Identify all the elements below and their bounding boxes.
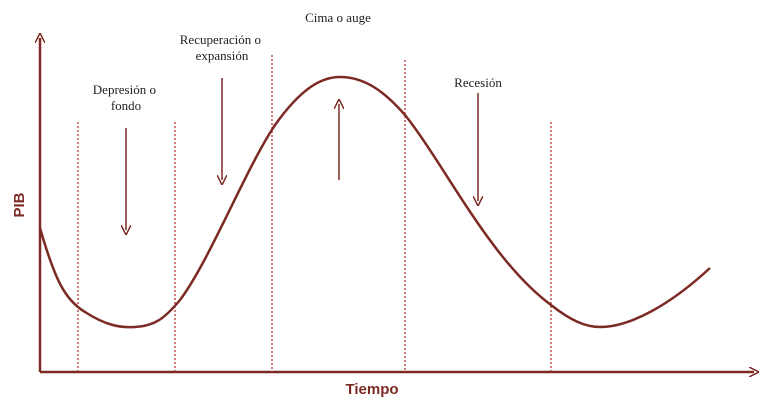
phase-label: Cima o auge: [305, 10, 371, 25]
phase-label: Recuperación o expansión: [180, 32, 264, 63]
phase-label: Recesión: [454, 75, 502, 90]
label-line: Recuperación o: [180, 32, 261, 47]
x-axis-label: Tiempo: [345, 381, 398, 398]
label-line: fondo: [111, 98, 141, 113]
cycle-curve: [38, 75, 711, 329]
phase-arrows: [126, 78, 478, 230]
label-line: Depresión o: [93, 82, 156, 97]
phase-dividers: [77, 55, 552, 372]
phase-label: Depresión o fondo: [93, 82, 159, 113]
y-axis-label: PIB: [11, 192, 28, 217]
label-line: Recesión: [454, 75, 502, 90]
axes: [40, 38, 754, 372]
label-line: expansión: [196, 48, 249, 63]
label-line: Cima o auge: [305, 10, 371, 25]
